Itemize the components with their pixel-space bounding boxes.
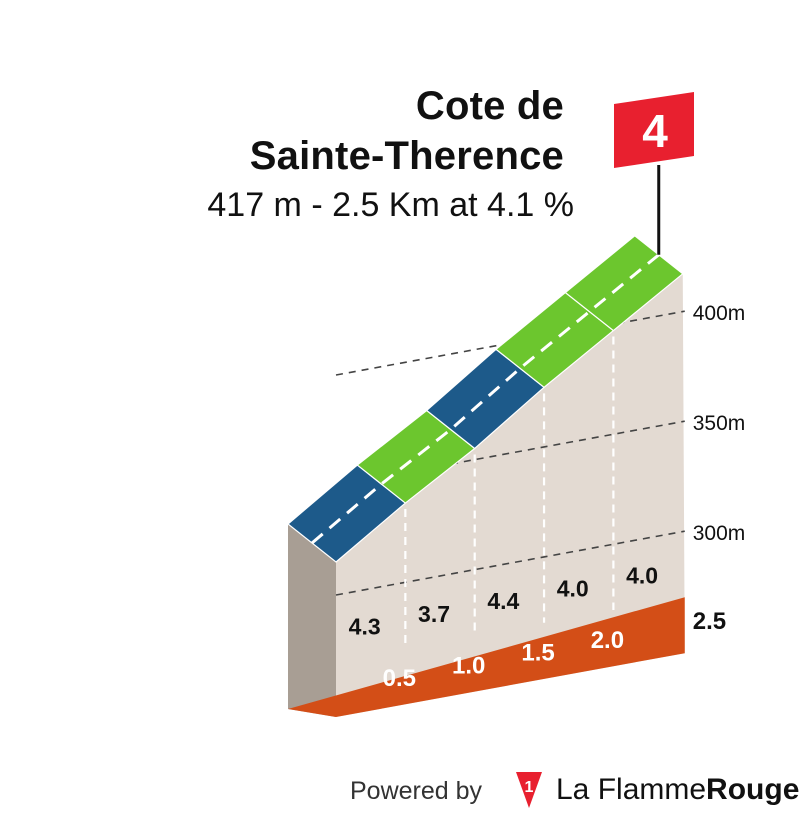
- brand-name-bold: Rouge: [706, 773, 800, 806]
- y-tick-label-400: 400m: [693, 302, 746, 325]
- gradient-label-4: 4.0: [557, 575, 589, 601]
- la-flamme-rouge-logo-icon: 1: [516, 772, 542, 808]
- x-tick-label-0.5: 0.5: [383, 665, 416, 692]
- logo-number: 1: [525, 779, 534, 796]
- brand-name: La FlammeRouge: [556, 773, 799, 807]
- profile-front-wall: [336, 273, 685, 717]
- profile-left-wall: [288, 524, 336, 717]
- x-tick-label-2: 2.0: [591, 627, 624, 654]
- y-tick-label-300: 300m: [693, 522, 746, 545]
- gradient-label-1: 4.3: [349, 614, 381, 640]
- category-flag: [614, 92, 694, 168]
- climb-subtitle: 417 m - 2.5 Km at 4.1 %: [207, 186, 574, 224]
- climb-title-line-2: Sainte-Therence: [249, 134, 564, 178]
- profile-base-band: [288, 597, 685, 717]
- brand-name-light: La Flamme: [556, 773, 707, 806]
- ribbon-centerline: [311, 253, 660, 545]
- gradient-label-5: 4.0: [626, 563, 658, 589]
- logo-flame-shape: [516, 772, 542, 808]
- y-tick-label-350: 350m: [693, 412, 746, 435]
- powered-by-label: Powered by: [350, 777, 483, 805]
- x-tick-label-1.5: 1.5: [521, 640, 554, 667]
- climb-title-line-1: Cote de: [415, 84, 564, 128]
- x-tick-label-2.5: 2.5: [693, 608, 726, 635]
- gradient-label-2: 3.7: [418, 601, 450, 627]
- category-flag-number: 4: [642, 105, 668, 157]
- x-tick-label-1: 1.0: [452, 652, 485, 679]
- gradient-label-3: 4.4: [487, 588, 519, 614]
